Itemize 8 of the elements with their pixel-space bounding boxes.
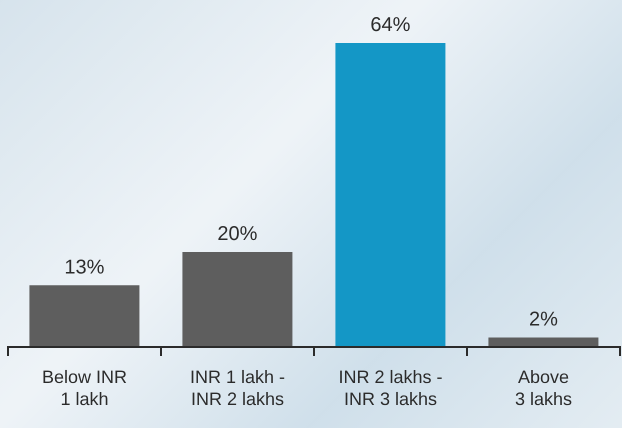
- data-label: 20%: [217, 223, 258, 245]
- x-tick-label: INR 2 lakhs - INR 3 lakhs: [338, 367, 443, 409]
- x-tick-label: Below INR 1 lakh: [42, 367, 128, 409]
- x-tick-label: Above 3 lakhs: [514, 367, 572, 409]
- data-label: 64%: [370, 14, 411, 36]
- data-label: 2%: [528, 308, 558, 330]
- data-label: 13%: [64, 256, 105, 278]
- x-tick-label: INR 1 lakh - INR 2 lakhs: [190, 367, 286, 409]
